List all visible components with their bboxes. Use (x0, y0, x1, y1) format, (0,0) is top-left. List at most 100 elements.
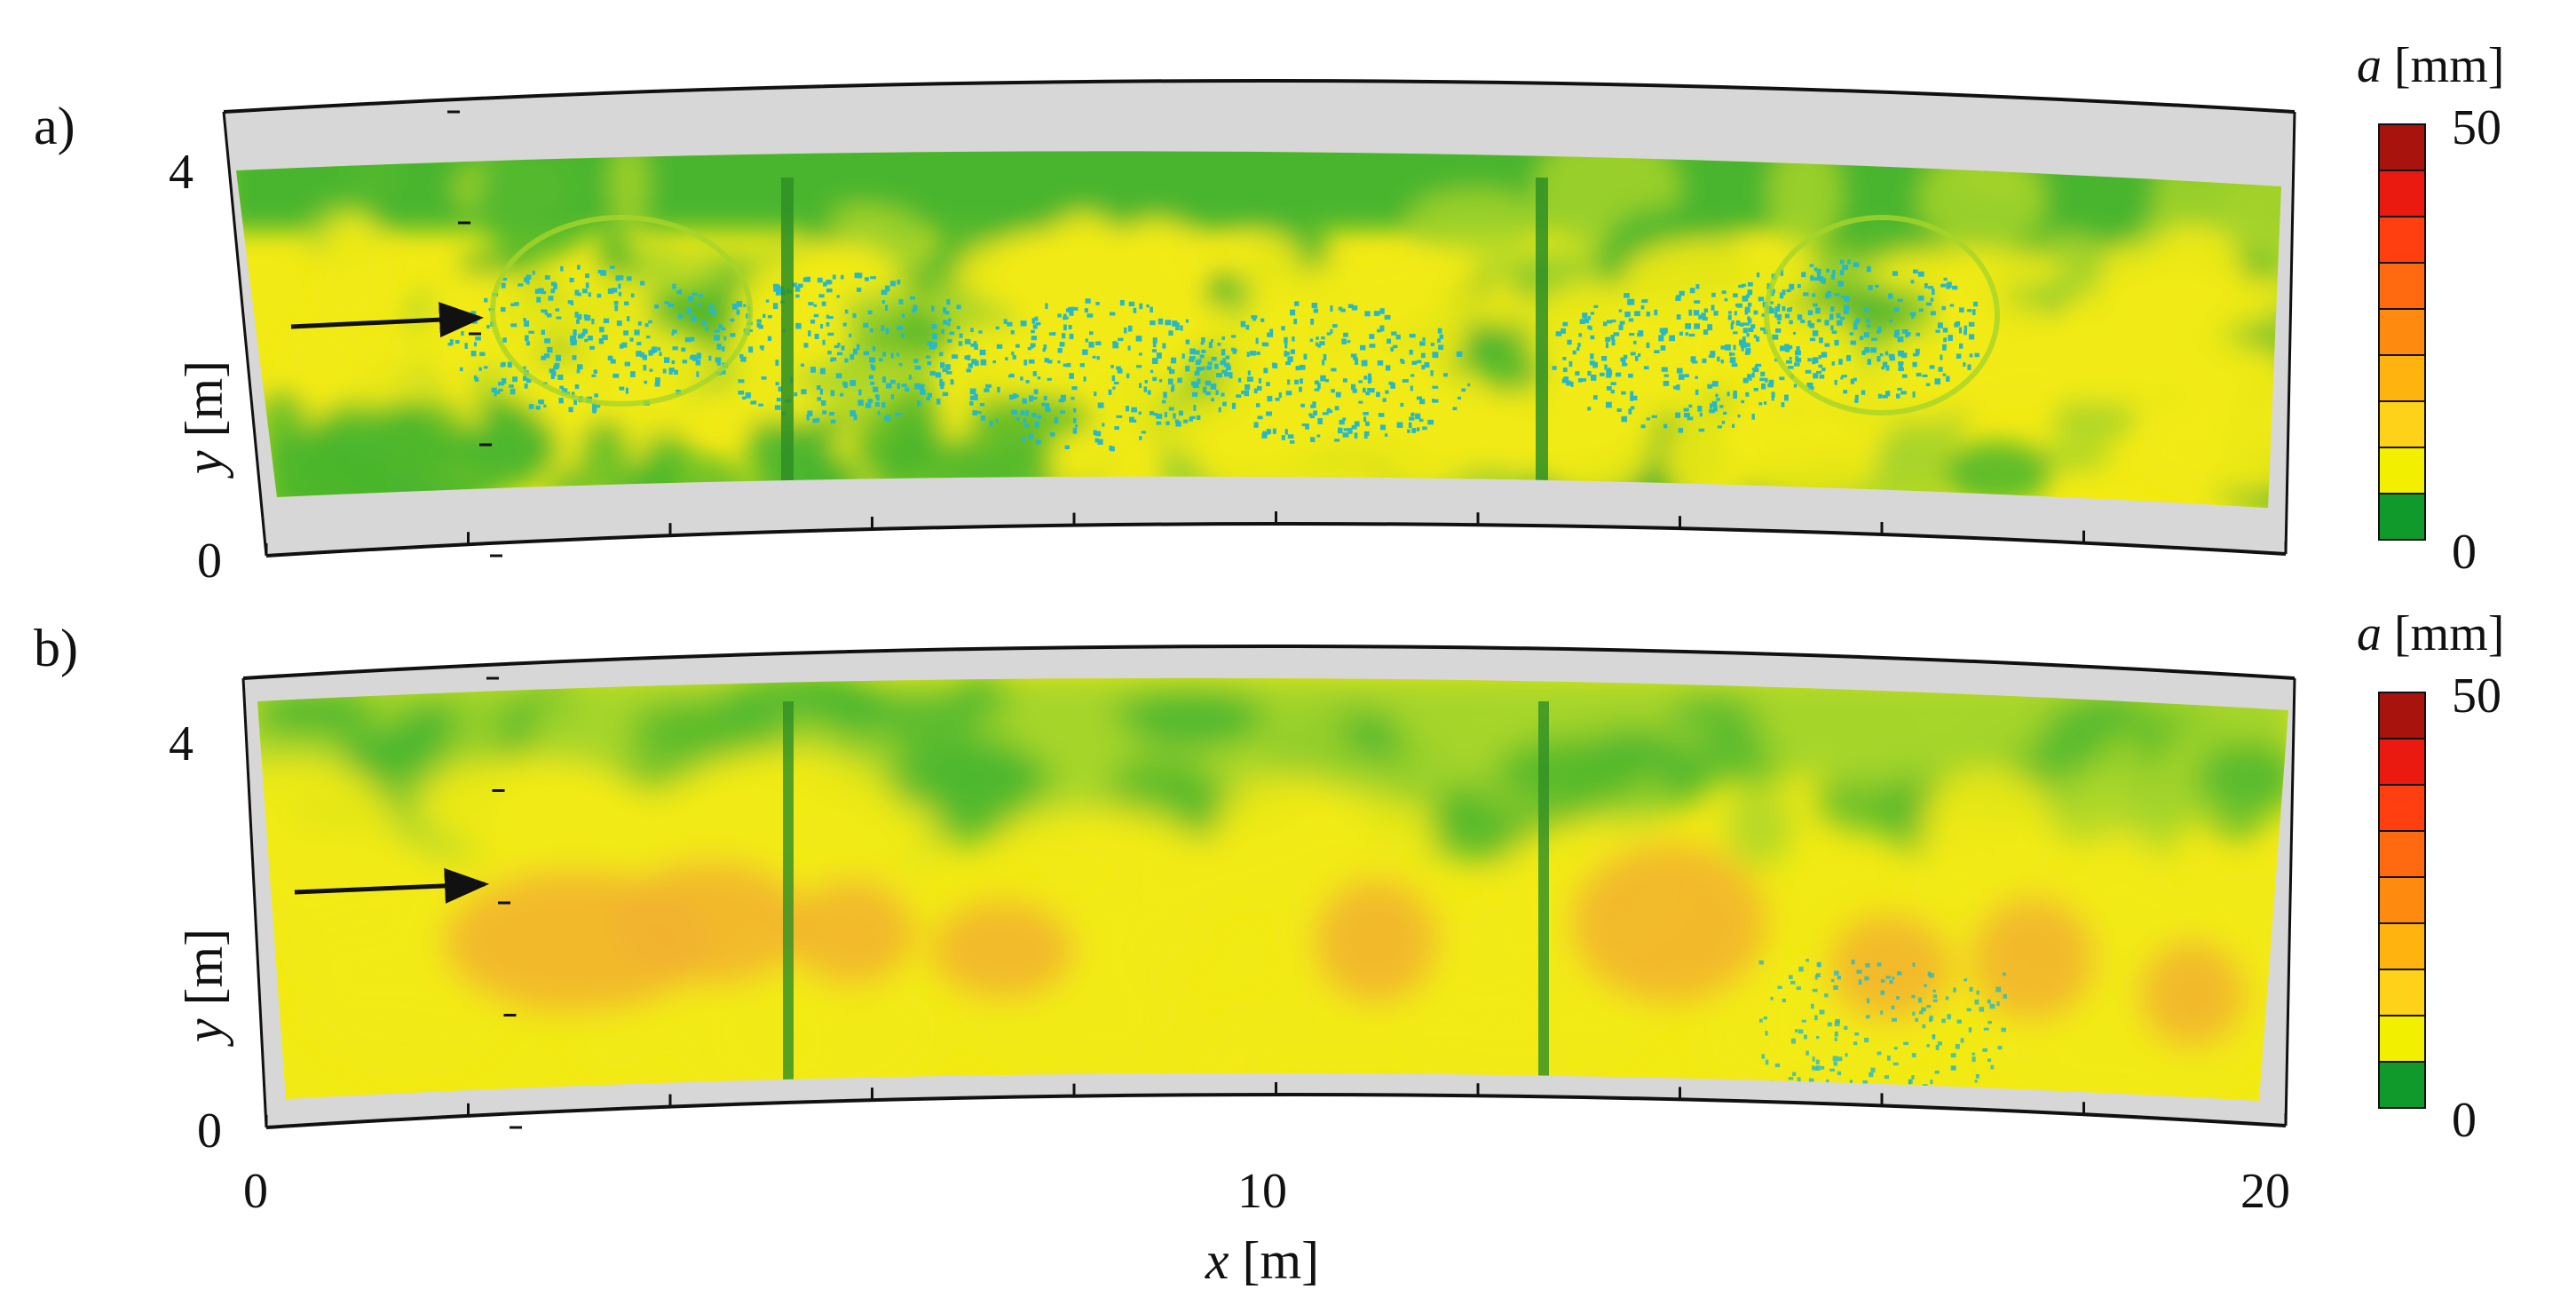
speck (1577, 378, 1583, 383)
speck (984, 388, 990, 392)
speck (1300, 378, 1303, 384)
speck (1175, 327, 1180, 330)
speck (978, 330, 983, 334)
speck (591, 374, 597, 377)
speck (581, 289, 588, 294)
speck (1312, 401, 1316, 407)
speck (1861, 350, 1866, 355)
speck (1870, 347, 1877, 353)
speck (1350, 384, 1356, 391)
speck (1088, 341, 1094, 348)
speck (1285, 361, 1292, 366)
heatmap-a-cyan-specks (447, 215, 2000, 452)
speck (791, 282, 797, 288)
speck (1189, 415, 1196, 419)
speck (1363, 411, 1369, 415)
speck (1432, 352, 1439, 359)
speck (1582, 312, 1588, 319)
speck (901, 384, 907, 387)
speck (1147, 390, 1151, 395)
speck (1034, 316, 1039, 321)
speck (1816, 268, 1821, 274)
speck (742, 396, 747, 400)
speck (1452, 407, 1458, 411)
speck (1729, 357, 1736, 363)
blob (1941, 440, 2051, 506)
speck (1063, 324, 1067, 331)
speck (1837, 976, 1841, 980)
speck (1779, 376, 1785, 381)
speck (913, 358, 919, 363)
speck (1893, 1047, 1898, 1050)
speck (1367, 373, 1372, 379)
colorbar-min-label-b: 0 (2452, 1093, 2477, 1148)
speck (996, 344, 1003, 349)
speck (1917, 296, 1924, 301)
speck (898, 362, 903, 367)
blob (1825, 744, 1950, 787)
speck (654, 304, 660, 309)
speck (1819, 1009, 1825, 1015)
speck (1741, 399, 1745, 404)
speck (1898, 350, 1905, 357)
blob (1971, 897, 2095, 1021)
speck (1646, 417, 1651, 421)
speck (1720, 360, 1724, 364)
speck (510, 303, 515, 306)
speck (1712, 405, 1718, 412)
speck (2003, 993, 2007, 999)
speck (1579, 319, 1585, 324)
speck (681, 347, 686, 352)
speck (1552, 366, 1557, 370)
speck (1946, 376, 1950, 382)
speck (870, 276, 877, 280)
speck (555, 308, 560, 312)
speck (1834, 379, 1837, 385)
speck (1753, 310, 1758, 315)
speck (1824, 993, 1829, 998)
colorbar-level (2378, 308, 2426, 356)
speck (1189, 416, 1193, 422)
speck (1893, 332, 1899, 338)
speck (523, 376, 527, 381)
speck (1830, 978, 1835, 983)
blob (2218, 174, 2281, 264)
speck (1958, 327, 1963, 334)
speck (494, 390, 501, 394)
speck (1685, 332, 1689, 336)
speck (1699, 412, 1703, 417)
speck (1162, 343, 1166, 349)
speck (541, 355, 547, 360)
speck (721, 327, 726, 331)
speck (1663, 423, 1668, 429)
speck (1950, 1053, 1956, 1058)
speck (1788, 366, 1794, 369)
speck (1673, 385, 1679, 390)
speck (1764, 377, 1768, 383)
speck (1748, 318, 1752, 323)
speck (827, 316, 834, 320)
speck (870, 381, 875, 385)
speck (969, 401, 974, 406)
blob (1255, 710, 1354, 753)
speck (1740, 322, 1744, 327)
speck (1713, 311, 1719, 316)
speck (1709, 409, 1715, 414)
speck (842, 322, 847, 327)
speck (1742, 336, 1746, 343)
speck (613, 300, 619, 305)
speck (1010, 329, 1015, 335)
speck (816, 385, 821, 390)
speck (1912, 352, 1919, 357)
speck (1916, 372, 1922, 377)
blob (718, 376, 810, 421)
speck (1929, 1015, 1933, 1021)
speck (573, 399, 578, 406)
speck (1083, 376, 1087, 382)
speck (1043, 395, 1047, 401)
speck (668, 303, 675, 308)
speck (1746, 332, 1750, 337)
x-axis-unit: [m] (1243, 1231, 1320, 1290)
speck (541, 309, 546, 312)
speck (927, 341, 933, 346)
